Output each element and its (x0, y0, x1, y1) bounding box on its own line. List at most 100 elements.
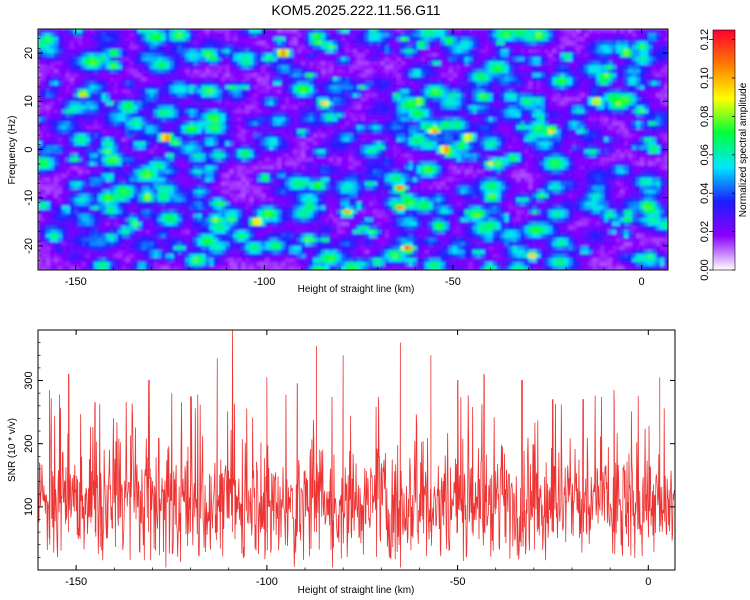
spectrogram-cell (540, 73, 545, 78)
spectrogram-cell (520, 69, 526, 74)
spectrogram-cell (432, 109, 438, 114)
spectrogram-cell (508, 45, 514, 50)
spectrogram-cell (384, 141, 390, 147)
spectrogram-cell (169, 145, 175, 151)
spectrogram-cell (85, 61, 91, 66)
spectrogram-cell (261, 29, 266, 34)
spectrogram-cell (193, 97, 199, 102)
spectrogram-cell (560, 41, 565, 46)
spectrogram-cell (636, 101, 641, 106)
spectrogram-cell (281, 45, 286, 50)
spectrogram-cell (368, 125, 374, 131)
spectrogram-cell (424, 133, 430, 139)
spectrogram-cell (560, 53, 565, 58)
spectrogram-cell (376, 133, 382, 139)
spectrogram-cell (644, 61, 649, 66)
spectrogram-cell (293, 81, 298, 86)
spectrogram-cell (624, 125, 629, 131)
spectrogram-cell (596, 65, 601, 70)
spectrogram-cell (149, 137, 155, 143)
spectrogram-cell (85, 49, 91, 54)
spectrogram-cell (101, 29, 107, 34)
spectrogram-cell (177, 137, 183, 143)
spectrogram-cell (129, 73, 135, 78)
spectrogram-cell (77, 45, 83, 50)
spectrogram-cell (245, 133, 250, 139)
spectrogram-cell (281, 149, 286, 155)
spectrogram-cell (464, 73, 470, 78)
spectrogram-cell (416, 61, 422, 66)
spectrogram-cell (592, 145, 597, 151)
spectrogram-cell (484, 141, 490, 147)
spectrogram-cell (364, 61, 370, 66)
spectrogram-cell (600, 149, 605, 155)
spectrogram-cell (269, 129, 274, 135)
spectrogram-cell (432, 41, 438, 46)
spectrogram-cell (616, 81, 621, 86)
spectrogram-cell (660, 41, 665, 46)
spectrogram-cell (368, 149, 374, 155)
spectrogram-cell (49, 85, 55, 90)
spectrogram-cell (89, 109, 95, 114)
spectrogram-cell (221, 57, 227, 62)
spectrogram-cell (185, 29, 191, 34)
spectrogram-cell (121, 101, 127, 106)
spectrogram-cell (109, 101, 115, 106)
spectrogram-cell (225, 53, 230, 58)
spectrogram-cell (412, 81, 418, 86)
spectrogram-cell (113, 97, 119, 102)
spectrogram-cell (564, 149, 569, 155)
spectrogram-cell (137, 97, 143, 102)
spectrogram-cell (209, 133, 215, 139)
spectrogram-cell (221, 29, 227, 34)
spectrogram-cell (628, 45, 633, 50)
spectrogram-cell (424, 109, 430, 114)
spectrogram-cell (161, 145, 167, 151)
spectrogram-cell (249, 101, 254, 106)
spectrogram-cell (544, 129, 549, 135)
spectrogram-cell (508, 137, 514, 143)
spectrogram-cell (404, 41, 410, 46)
spectrogram-cell (552, 101, 557, 106)
spectrogram-cell (416, 81, 422, 86)
spectrogram-cell (520, 89, 526, 94)
spectrogram-cell (412, 101, 418, 106)
spectrogram-cell (225, 137, 230, 143)
spectrogram-cell (165, 137, 171, 143)
spectrogram-cell (452, 41, 458, 46)
spectrogram-cell (388, 141, 394, 147)
spectrogram-cell (109, 117, 115, 122)
spectrogram-cell (185, 125, 191, 131)
spectrogram-cell (576, 69, 581, 74)
spectrogram-cell (109, 37, 115, 42)
spectrogram-cell (600, 133, 605, 139)
spectrogram-cell (289, 45, 294, 50)
spectrogram-cell (368, 85, 374, 90)
spectrogram-cell (313, 141, 318, 147)
spectrogram-cell (364, 93, 370, 98)
spectrogram-cell (404, 77, 410, 82)
spectrogram-cell (321, 141, 326, 147)
spectrogram-cell (141, 101, 147, 106)
spectrogram-cell (584, 109, 589, 114)
spectrogram-cell (317, 73, 322, 78)
spectrogram-cell (277, 145, 282, 151)
spectrogram-cell (532, 121, 538, 126)
spectrogram-cell (97, 133, 103, 139)
spectrogram-cell (440, 61, 446, 66)
spectrogram-cell (576, 65, 581, 70)
spectrogram-cell (61, 109, 67, 114)
spectrogram-cell (368, 73, 374, 78)
spectrogram-cell (576, 37, 581, 42)
spectrogram-cell (608, 69, 613, 74)
spectrogram-cell (69, 145, 75, 151)
spectrogram-cell (484, 121, 490, 126)
spectrogram-cell (333, 53, 338, 58)
spectrogram-cell (568, 113, 573, 118)
spectrogram-cell (416, 153, 422, 159)
spectrogram-cell (133, 149, 139, 155)
spectrogram-cell (93, 129, 99, 135)
spectrogram-cell (460, 145, 466, 151)
spectrogram-cell (384, 65, 390, 70)
